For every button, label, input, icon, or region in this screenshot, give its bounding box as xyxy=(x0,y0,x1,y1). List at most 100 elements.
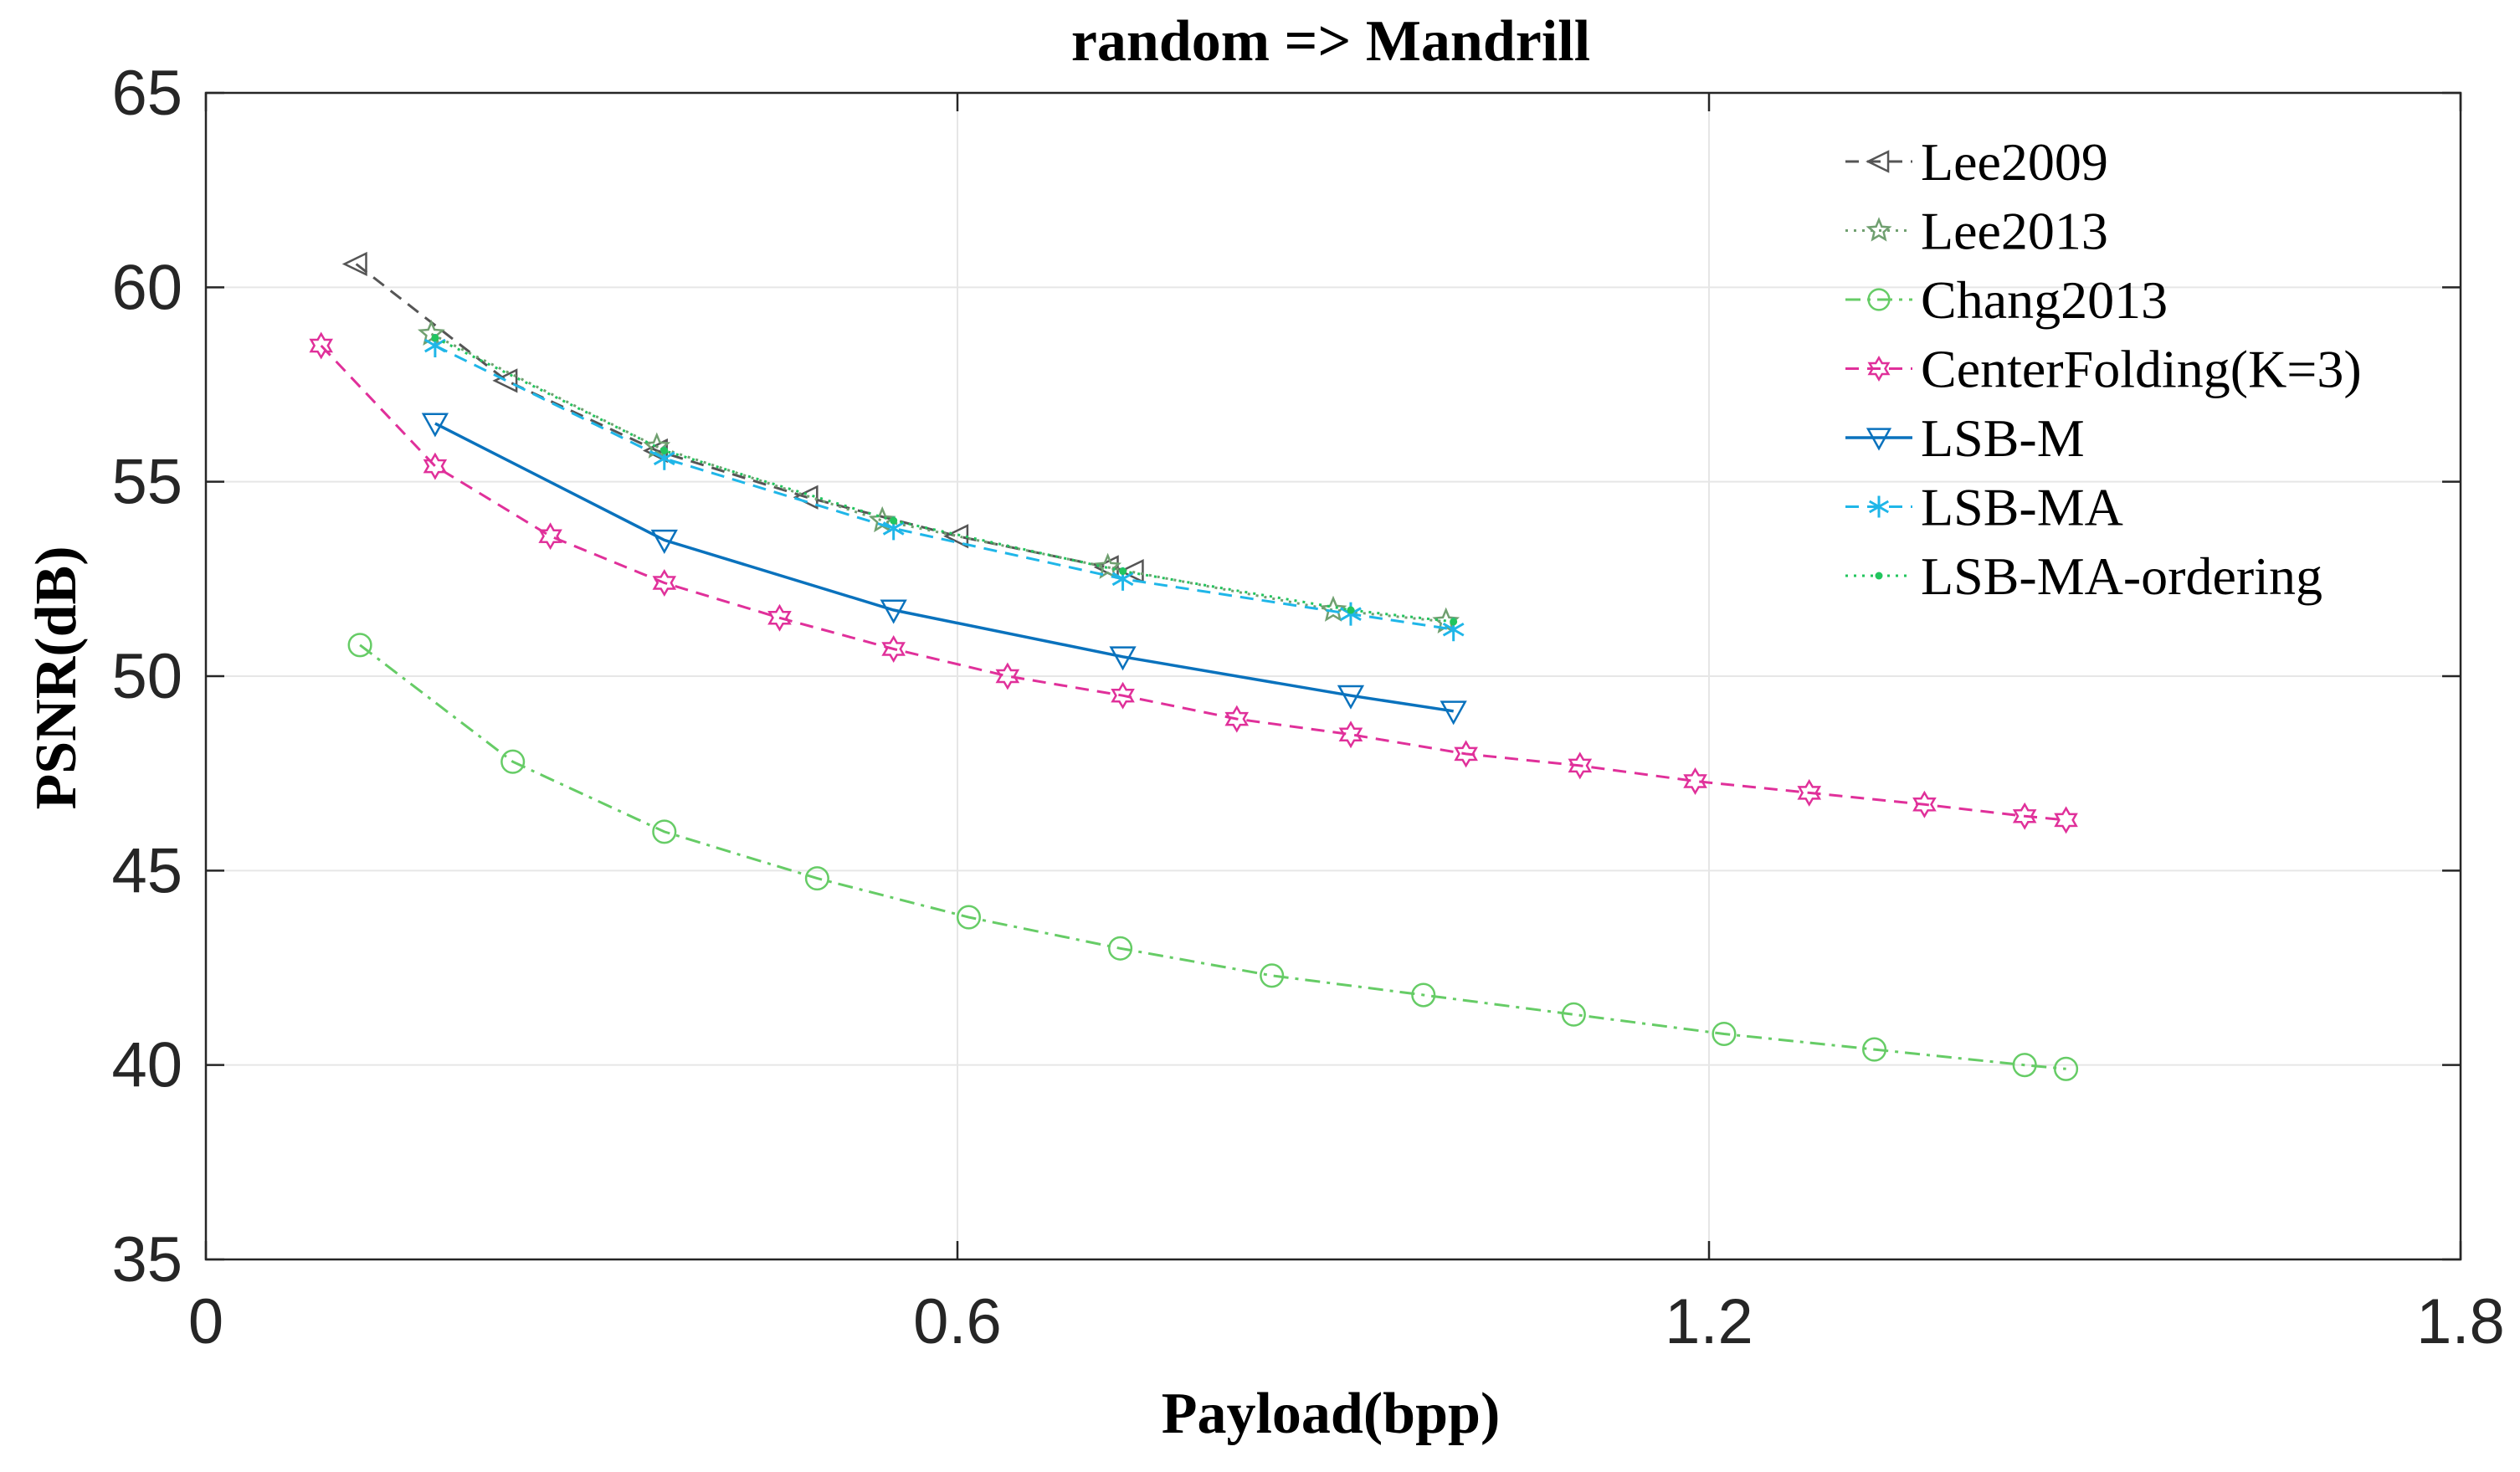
marker-triangle-down xyxy=(421,413,449,438)
marker-triangle-down xyxy=(1866,428,1892,451)
marker-point xyxy=(1875,572,1883,580)
marker-star xyxy=(1866,217,1892,242)
axis-ticks: 35 40 45 50 55 60 65 0 0.6 1.2 1.8 xyxy=(111,58,2504,1357)
series-chang2013 xyxy=(347,633,2079,1081)
marker-asterisk-stroke xyxy=(1442,622,1465,637)
marker-point xyxy=(1450,618,1458,626)
legend-item: LSB-MA-ordering xyxy=(1845,546,2322,606)
marker-hexagram xyxy=(1338,721,1363,749)
marker-hexagram xyxy=(1683,767,1707,795)
legend-label: Chang2013 xyxy=(1921,270,2168,330)
marker-hexagram xyxy=(2012,802,2037,830)
marker-triangle-left xyxy=(492,368,518,393)
marker-asterisk-stroke xyxy=(424,338,446,353)
series-line xyxy=(359,644,2066,1070)
marker-circle xyxy=(1260,963,1285,988)
marker-triangle-left xyxy=(1866,150,1890,173)
series-line xyxy=(434,336,1454,623)
legend-item: LSB-M xyxy=(1845,408,2085,468)
marker-hexagram xyxy=(1454,740,1478,768)
legend-label: Lee2009 xyxy=(1921,132,2108,192)
marker-hexagram xyxy=(1867,356,1891,382)
y-tick-label: 65 xyxy=(111,58,182,129)
series-line xyxy=(434,344,1454,631)
legend-item: CenterFolding(K=3) xyxy=(1845,340,2362,399)
marker-circle xyxy=(1712,1021,1737,1047)
x-tick-label: 1.2 xyxy=(1665,1286,1753,1357)
legend-label: LSB-MA-ordering xyxy=(1921,546,2322,606)
marker-hexagram xyxy=(538,522,562,551)
marker-triangle-left xyxy=(341,251,367,277)
marker-hexagram xyxy=(652,569,677,597)
marker-circle xyxy=(1561,1002,1586,1027)
y-axis-label: PSNR(dB) xyxy=(24,546,89,809)
marker-circle xyxy=(1862,1037,1887,1062)
y-tick-label: 60 xyxy=(111,252,182,323)
marker-point xyxy=(1347,606,1355,614)
chart-title: random => Mandrill xyxy=(1071,9,1590,74)
marker-star xyxy=(643,432,671,459)
marker-hexagram xyxy=(1111,681,1135,710)
marker-hexagram xyxy=(2054,806,2078,834)
marker-circle xyxy=(652,819,677,844)
legend-item: Lee2009 xyxy=(1845,132,2108,192)
series-centerfolding-k-3- xyxy=(309,331,2078,834)
marker-circle xyxy=(347,633,372,658)
marker-point xyxy=(1119,567,1127,576)
marker-asterisk-stroke xyxy=(1111,572,1134,587)
marker-triangle-down xyxy=(1337,685,1365,710)
marker-point xyxy=(431,334,439,342)
marker-triangle-left xyxy=(1118,558,1144,584)
marker-circle xyxy=(2012,1053,2037,1078)
legend-item: Chang2013 xyxy=(1845,270,2168,330)
series-lsb-m xyxy=(421,413,1467,726)
marker-point xyxy=(890,516,898,525)
marker-asterisk-stroke xyxy=(882,521,905,536)
marker-hexagram xyxy=(995,662,1020,690)
marker-asterisk-stroke xyxy=(1340,607,1362,621)
x-tick-label: 0.6 xyxy=(913,1286,1002,1357)
marker-circle xyxy=(804,866,829,891)
series-line xyxy=(355,263,1133,572)
legend-label: LSB-MA xyxy=(1921,478,2123,537)
legend-item: LSB-MA xyxy=(1845,478,2123,537)
marker-hexagram xyxy=(1568,751,1593,780)
marker-star xyxy=(1319,595,1347,622)
series-line xyxy=(434,422,1454,713)
legend-label: Lee2013 xyxy=(1921,202,2108,261)
marker-triangle-down xyxy=(650,529,678,554)
marker-hexagram xyxy=(1912,790,1937,818)
marker-circle xyxy=(1411,982,1436,1008)
x-tick-label: 1.8 xyxy=(2416,1286,2505,1357)
y-tick-label: 45 xyxy=(111,835,182,906)
y-tick-label: 40 xyxy=(111,1030,182,1101)
y-tick-label: 55 xyxy=(111,447,182,518)
marker-hexagram xyxy=(309,331,333,360)
marker-hexagram xyxy=(881,635,906,663)
marker-point xyxy=(660,446,669,454)
marker-hexagram xyxy=(1797,778,1822,807)
y-tick-label: 35 xyxy=(111,1224,182,1295)
marker-triangle-down xyxy=(1109,646,1137,671)
marker-triangle-down xyxy=(1440,700,1467,726)
y-tick-label: 50 xyxy=(111,641,182,712)
marker-circle xyxy=(1108,936,1133,961)
marker-triangle-down xyxy=(880,599,907,624)
marker-hexagram xyxy=(1224,705,1250,733)
series-line xyxy=(430,332,1446,623)
marker-circle xyxy=(956,905,982,930)
series-lsb-ma-ordering xyxy=(431,334,1458,626)
grid-lines xyxy=(206,93,2461,1259)
x-tick-label: 0 xyxy=(188,1286,223,1357)
marker-circle xyxy=(500,749,526,774)
series-layer xyxy=(309,251,2079,1081)
marker-star xyxy=(417,319,445,346)
marker-circle xyxy=(2054,1056,2079,1081)
legend-label: LSB-M xyxy=(1921,408,2085,468)
marker-circle xyxy=(1867,288,1891,311)
series-line xyxy=(320,344,2066,822)
legend: Lee2009 Lee2013 Chang2013 CenterFolding(K=3… xyxy=(1845,132,2362,606)
marker-hexagram xyxy=(423,452,448,480)
